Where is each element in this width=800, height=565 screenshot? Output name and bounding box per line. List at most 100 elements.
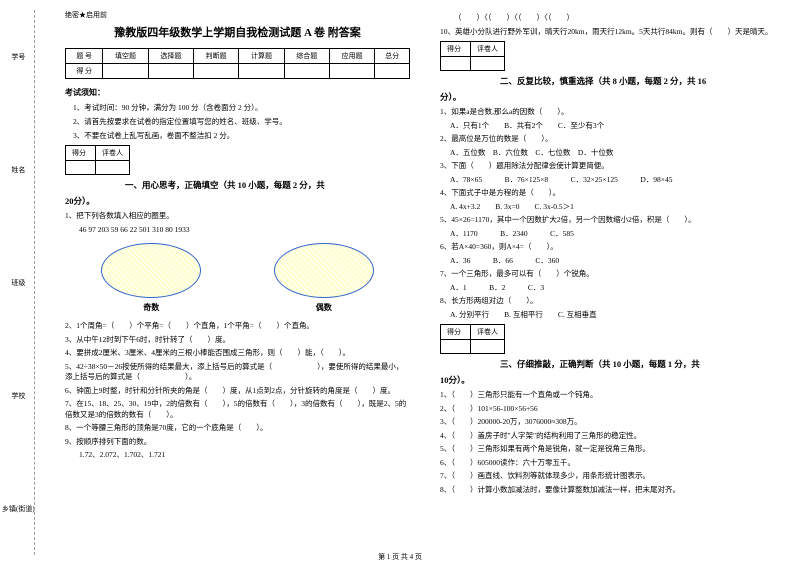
p1-q5: 5、42÷38×50－26按使所得的结果最大，添上括号后的算式是（ ），要使所得… xyxy=(65,362,410,383)
p2-q3-opts: A．78×65 B．76×125×8 C．32×25×125 D．98×45 xyxy=(450,175,785,186)
page-footer: 第 1 页 共 4 页 xyxy=(0,552,800,562)
p3-q8: 8、（ ）计算小数加减法时，要像计算整数加减法一样，把末尾对齐。 xyxy=(440,485,785,496)
p2-q8: 8、长方形两组对边（ ）。 xyxy=(440,296,785,307)
notice-title: 考试须知： xyxy=(65,87,410,98)
p3-q6: 6、（ ）605000读作：六十万零五千。 xyxy=(440,458,785,469)
pt-grader-label: 评卷人 xyxy=(471,42,505,57)
p2-q2-opts: A．五位数 B．六位数 C．七位数 D．十位数 xyxy=(450,148,785,159)
even-oval-box: 偶数 xyxy=(274,243,374,313)
p2-q2: 2、最高位是万位的数是（ ）。 xyxy=(440,134,785,145)
p2-q6-opts: A．36 B．66 C．360 xyxy=(450,256,785,267)
score-cell xyxy=(329,64,374,79)
p2-q1-opts: A．只有1个 B．共有2个 C．至少有3个 xyxy=(450,121,785,132)
even-oval xyxy=(274,243,374,298)
p3-q7: 7、（ ）画直线、饮料剂等就体现多少，用条形统计图表示。 xyxy=(440,471,785,482)
score-summary-table: 题 号 填空题 选择题 判断题 计算题 综合题 应用题 总分 得 分 xyxy=(65,48,410,79)
p2-q4: 4、下面式子中是方程的是（ ）。 xyxy=(440,188,785,199)
p2-q6: 6、若A×40=360，则A×4=（ ）。 xyxy=(440,242,785,253)
part1-heading: 一、用心思考，正确填空（共 10 小题，每题 2 分，共 xyxy=(125,179,410,191)
p1-q8: 8、一个等腰三角形的顶角是70度，它的一个底角是（ ）。 xyxy=(65,423,410,434)
p1-q9-sub: 1.72、2.072、1.702、1.721 xyxy=(79,450,410,461)
score-cell xyxy=(103,64,148,79)
score-h-1: 填空题 xyxy=(103,49,148,64)
p1-q9: 9、按顺序排列下面的数。 xyxy=(65,437,410,448)
score-cell xyxy=(239,64,284,79)
part2-heading-tail: 分）。 xyxy=(440,91,785,103)
part2-score-box: 得分评卷人 xyxy=(440,41,505,71)
score-h-5: 综合题 xyxy=(284,49,329,64)
p2-q8-opts: A. 分别平行 B. 互相平行 C. 互相垂直 xyxy=(450,310,785,321)
score-cell xyxy=(194,64,239,79)
score-row-label: 得 分 xyxy=(66,64,103,79)
pt-score-label: 得分 xyxy=(66,146,96,161)
score-h-7: 总分 xyxy=(375,49,410,64)
p1-q10: 10、英雄小分队进行野外军训，晴天行20km，雨天行12km。5天共行84km。… xyxy=(440,27,785,38)
p2-q7-opts: A．1 B．2 C．3 xyxy=(450,283,785,294)
pt-cell xyxy=(96,161,130,175)
notice-item: 3、不要在试卷上乱写乱画，卷面不整洁扣 2 分。 xyxy=(73,130,410,141)
p2-q4-opts: A. 4x+3.2 B. 3x=0 C. 3x-0.5＞1 xyxy=(450,202,785,213)
gutter-student-fields: 学号 姓名 班级 学校 乡镇(街道) xyxy=(2,0,35,565)
pt-cell xyxy=(471,340,505,354)
oval-container: 奇数 偶数 xyxy=(65,243,410,313)
exam-title: 豫教版四年级数学上学期自我检测试题 A 卷 附答案 xyxy=(65,24,410,40)
part3-heading: 三、仔细推敲，正确判断（共 10 小题，每题 1 分，共 xyxy=(500,358,785,370)
score-value-row: 得 分 xyxy=(66,64,410,79)
odd-oval-box: 奇数 xyxy=(101,243,201,313)
p2-q5: 5、45×26=1170，其中一个因数扩大2倍，另一个因数缩小2倍，积是（ ）。 xyxy=(440,215,785,226)
p1-q3: 3、从中午12时到下午6时，时针转了（ ）度。 xyxy=(65,335,410,346)
part2-heading: 二、反复比较，慎重选择（共 8 小题，每题 2 分，共 16 xyxy=(500,75,785,87)
p1-q1-nums: 46 97 203 59 66 22 501 310 80 1933 xyxy=(79,225,410,236)
page-container: 学号 姓名 班级 学校 乡镇(街道) 绝密★启用前 豫教版四年级数学上学期自我检… xyxy=(0,0,800,565)
p2-q7: 7、一个三角形，最多可以有（ ）个锐角。 xyxy=(440,269,785,280)
p3-q1: 1、（ ）三角形只能有一个直角或一个钝角。 xyxy=(440,390,785,401)
part1-heading-tail: 20分）。 xyxy=(65,195,410,207)
p1-q10-head: （ ）〈（ ）〈（ ）〈（ ） xyxy=(454,13,785,24)
left-column: 绝密★启用前 豫教版四年级数学上学期自我检测试题 A 卷 附答案 题 号 填空题… xyxy=(50,0,425,565)
gutter-dashed-line xyxy=(34,10,35,555)
score-h-3: 判断题 xyxy=(194,49,239,64)
p2-q1: 1、如果a是合数,那么a的因数（ ）。 xyxy=(440,107,785,118)
p1-q1: 1、把下列各数填入相应的圈里。 xyxy=(65,211,410,222)
p2-q5-opts: A．1170 B．2340 C．585 xyxy=(450,229,785,240)
notice-item: 1、考试时间：90 分钟，满分为 100 分（含卷面分 2 分）。 xyxy=(73,102,410,113)
gutter-field-name: 姓名 xyxy=(11,165,25,175)
score-h-6: 应用题 xyxy=(329,49,374,64)
gutter-field-town: 乡镇(街道) xyxy=(2,504,35,514)
pt-cell xyxy=(66,161,96,175)
score-cell xyxy=(148,64,193,79)
p1-q6: 6、钟面上9时整，时针和分针所夹的角是（ ）度，从1点到2点，分针旋转的角度是（… xyxy=(65,386,410,397)
p3-q2: 2、（ ）101×56-100×56+56 xyxy=(440,404,785,415)
score-h-0: 题 号 xyxy=(66,49,103,64)
p2-q3: 3、下面（ ）题用除法分配律会使计算更简便。 xyxy=(440,161,785,172)
pt-cell xyxy=(471,57,505,71)
score-cell xyxy=(375,64,410,79)
score-header-row: 题 号 填空题 选择题 判断题 计算题 综合题 应用题 总分 xyxy=(66,49,410,64)
odd-oval xyxy=(101,243,201,298)
pt-grader-label: 评卷人 xyxy=(471,325,505,340)
part1-score-box: 得分评卷人 xyxy=(65,145,130,175)
pt-grader-label: 评卷人 xyxy=(96,146,130,161)
part3-score-box: 得分评卷人 xyxy=(440,324,505,354)
p3-q5: 5、（ ）三角形如果有两个角是锐角，就一定是锐角三角形。 xyxy=(440,444,785,455)
p1-q7: 7、在15、18、25、30、19中，2的倍数有（ ），5的倍数有（ ），3的倍… xyxy=(65,399,410,420)
right-column: （ ）〈（ ）〈（ ）〈（ ） 10、英雄小分队进行野外军训，晴天行20km，雨… xyxy=(425,0,800,565)
pt-cell xyxy=(441,340,471,354)
gutter-field-class: 班级 xyxy=(11,278,25,288)
confidential-tag: 绝密★启用前 xyxy=(65,10,410,20)
p1-q4: 4、要拼成2厘米、3厘米、4厘米的三根小棒能否围成三角形，则（ ）能，（ ）。 xyxy=(65,348,410,359)
part3-heading-tail: 10分）。 xyxy=(440,374,785,386)
p1-q2: 2、1个周角=（ ）个平角=（ ）个直角，1个平角=（ ）个直角。 xyxy=(65,321,410,332)
pt-score-label: 得分 xyxy=(441,42,471,57)
odd-label: 奇数 xyxy=(101,302,201,313)
score-h-4: 计算题 xyxy=(239,49,284,64)
pt-cell xyxy=(441,57,471,71)
score-cell xyxy=(284,64,329,79)
gutter-field-id: 学号 xyxy=(11,52,25,62)
notice-item: 2、请首先按要求在试卷的指定位置填写您的姓名、班级、学号。 xyxy=(73,116,410,127)
pt-score-label: 得分 xyxy=(441,325,471,340)
gutter-field-school: 学校 xyxy=(11,391,25,401)
score-h-2: 选择题 xyxy=(148,49,193,64)
p3-q4: 4、（ ）盖房子时"人字架"的结构利用了三角形的稳定性。 xyxy=(440,431,785,442)
even-label: 偶数 xyxy=(274,302,374,313)
